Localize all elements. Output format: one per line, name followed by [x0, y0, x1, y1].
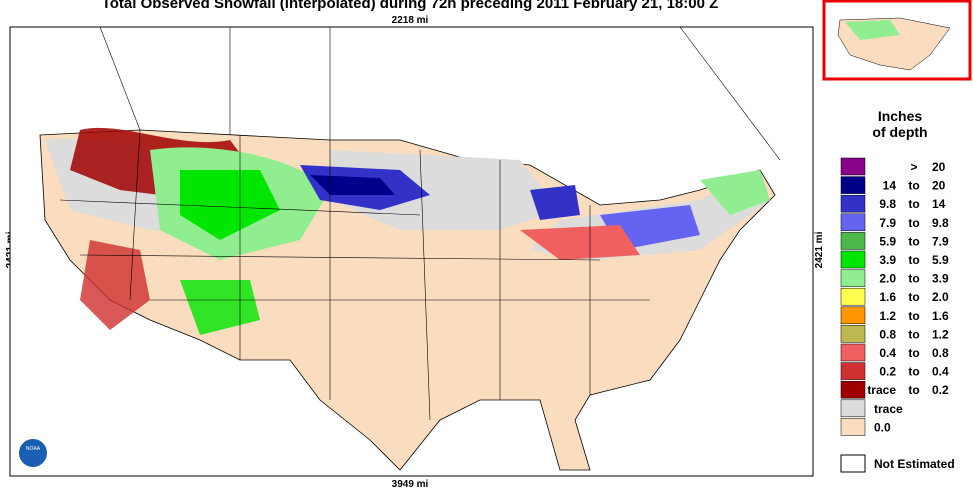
- legend-low: 9.8: [879, 197, 896, 211]
- legend-swatch: [840, 250, 866, 269]
- legend-title: of depth: [872, 124, 927, 140]
- legend-low: 5.9: [879, 234, 896, 248]
- map: NOAA: [9, 26, 814, 477]
- legend-sep: to: [908, 234, 919, 248]
- legend-sep: to: [908, 290, 919, 304]
- legend-low: trace: [874, 402, 903, 416]
- title: Total Observed Snowfall (interpolated) d…: [102, 0, 719, 12]
- legend-low: 14: [883, 179, 897, 193]
- legend-swatch: [840, 380, 866, 399]
- legend-low: 0.8: [879, 327, 896, 341]
- legend-swatch: [840, 287, 866, 306]
- legend-high: 20: [932, 160, 946, 174]
- legend-sep: to: [908, 327, 919, 341]
- legend-high: 0.4: [932, 365, 949, 379]
- legend-high: 5.9: [932, 253, 949, 267]
- legend-low: 0.2: [879, 365, 896, 379]
- legend-low: 0.4: [879, 346, 896, 360]
- legend-low: trace: [867, 383, 896, 397]
- legend-high: 3.9: [932, 272, 949, 286]
- legend-sep: >: [910, 160, 917, 174]
- legend-high: 14: [932, 197, 946, 211]
- legend-swatch: [840, 232, 866, 250]
- not-estimated-swatch: [840, 454, 866, 473]
- legend-high: 1.6: [932, 309, 949, 323]
- legend-swatch: [840, 213, 866, 232]
- legend-sep: to: [908, 272, 919, 286]
- legend: Inches of depth Not Estimated >20 14 to 20 9…: [840, 108, 955, 473]
- legend-high: 0.8: [932, 346, 949, 360]
- legend-high: 2.0: [932, 290, 949, 304]
- legend-low: 3.9: [879, 253, 896, 267]
- legend-high: 9.8: [932, 216, 949, 230]
- legend-high: 1.2: [932, 327, 949, 341]
- legend-sep: to: [908, 197, 919, 211]
- legend-swatch: [840, 157, 866, 176]
- legend-low: 1.6: [879, 290, 896, 304]
- legend-swatch: [840, 306, 866, 325]
- legend-title: Inches: [878, 108, 923, 124]
- bottom-distance: 3949 mi: [392, 479, 429, 490]
- legend-swatch: [840, 343, 866, 362]
- not-estimated-label: Not Estimated: [874, 457, 955, 471]
- legend-sep: to: [908, 309, 919, 323]
- legend-swatch: [840, 176, 866, 194]
- inset-map: [822, 0, 972, 81]
- legend-sep: to: [908, 216, 919, 230]
- legend-low: 7.9: [879, 216, 896, 230]
- legend-low: 2.0: [879, 272, 896, 286]
- legend-low: 0.0: [874, 420, 891, 434]
- legend-sep: to: [908, 253, 919, 267]
- legend-sep: to: [908, 365, 919, 379]
- svg-text:NOAA: NOAA: [26, 446, 41, 452]
- legend-swatch: [840, 194, 866, 213]
- top-distance: 2218 mi: [392, 15, 429, 26]
- legend-high: 20: [932, 179, 946, 193]
- legend-swatch: [840, 362, 866, 380]
- legend-low: 1.2: [879, 309, 896, 323]
- legend-sep: to: [908, 346, 919, 360]
- right-distance: 2421 mi: [814, 231, 825, 268]
- legend-swatch: [840, 418, 866, 436]
- legend-swatch: [840, 325, 866, 343]
- legend-swatch: [840, 399, 866, 418]
- legend-high: 0.2: [932, 383, 949, 397]
- legend-sep: to: [908, 383, 919, 397]
- legend-swatch: [840, 269, 866, 287]
- legend-high: 7.9: [932, 234, 949, 248]
- legend-sep: to: [908, 179, 919, 193]
